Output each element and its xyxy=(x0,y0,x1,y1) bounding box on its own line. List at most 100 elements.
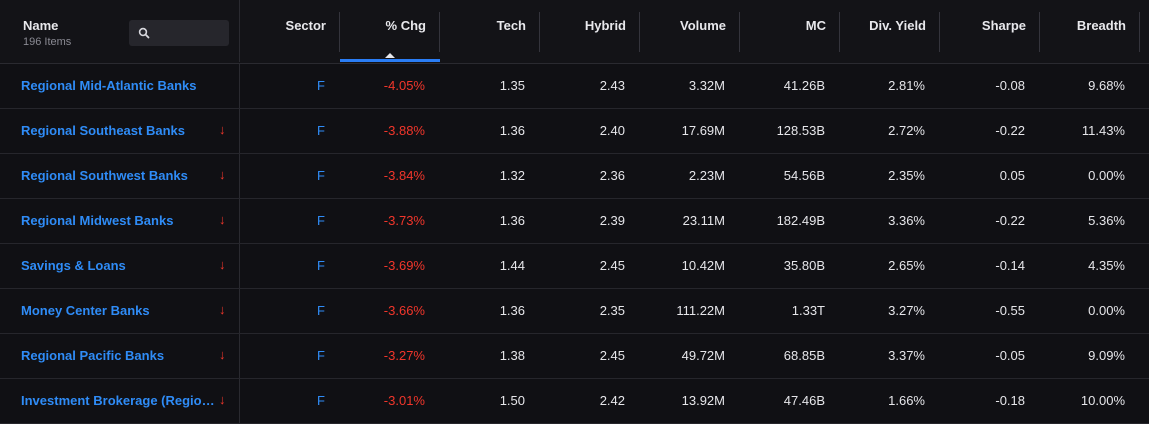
cell-sector[interactable]: F xyxy=(317,123,325,138)
table-row[interactable]: Regional Southeast Banks ↓ F -3.88% 1.36 2.40… xyxy=(0,109,1149,154)
name-cell: Regional Mid-Atlantic Banks xyxy=(0,64,240,108)
column-divider[interactable] xyxy=(539,12,540,52)
table-row[interactable]: Money Center Banks ↓ F -3.66% 1.36 2.35 111.22… xyxy=(0,289,1149,334)
cell-div-yield: 1.66% xyxy=(888,393,925,408)
cell-breadth: 9.09% xyxy=(1088,348,1125,363)
cell-breadth: 0.00% xyxy=(1088,168,1125,183)
column-header-hybrid[interactable]: Hybrid xyxy=(540,0,640,62)
down-arrow-icon: ↓ xyxy=(219,167,226,182)
column-header-label: % Chg xyxy=(385,18,426,33)
column-divider[interactable] xyxy=(1039,12,1040,52)
cell-tech: 1.38 xyxy=(499,348,525,363)
search-input[interactable] xyxy=(155,20,229,48)
column-divider[interactable] xyxy=(839,12,840,52)
search-icon xyxy=(138,27,150,39)
cell-mc: 41.26B xyxy=(783,78,825,93)
column-divider[interactable] xyxy=(339,12,340,52)
cell-sector[interactable]: F xyxy=(317,78,325,93)
cell-sharpe: 0.05 xyxy=(999,168,1025,183)
cell-breadth: 4.35% xyxy=(1088,258,1125,273)
cell-div-yield: 2.35% xyxy=(888,168,925,183)
cell-tech: 1.32 xyxy=(499,168,525,183)
cell-breadth: 10.00% xyxy=(1080,393,1125,408)
column-header-sector[interactable]: Sector xyxy=(240,0,340,62)
cell-breadth: 9.68% xyxy=(1088,78,1125,93)
cell-volume: 2.23M xyxy=(688,168,725,183)
cell-tech: 1.36 xyxy=(499,303,525,318)
name-cell: Investment Brokerage (Regional) ↓ xyxy=(0,379,240,423)
column-header-tech[interactable]: Tech xyxy=(440,0,540,62)
column-header-label: Volume xyxy=(680,18,726,33)
column-header-volume[interactable]: Volume xyxy=(640,0,740,62)
cell-sharpe: -0.55 xyxy=(995,303,1025,318)
column-header-pct-chg[interactable]: % Chg xyxy=(340,0,440,62)
column-divider[interactable] xyxy=(439,12,440,52)
cell-tech: 1.36 xyxy=(499,123,525,138)
table-row[interactable]: Savings & Loans ↓ F -3.69% 1.44 2.45 10.42M 35.… xyxy=(0,244,1149,289)
industry-name-link[interactable]: Investment Brokerage (Regional) xyxy=(21,393,217,408)
cell-volume: 111.22M xyxy=(676,303,725,318)
table-row[interactable]: Regional Southwest Banks ↓ F -3.84% 1.32 2.36… xyxy=(0,154,1149,199)
cell-breadth: 11.43% xyxy=(1081,123,1125,138)
cell-hybrid: 2.43 xyxy=(599,78,625,93)
cell-hybrid: 2.45 xyxy=(599,348,625,363)
down-arrow-icon: ↓ xyxy=(219,347,226,362)
search-box[interactable] xyxy=(129,20,229,48)
cell-hybrid: 2.35 xyxy=(599,303,625,318)
industry-name-link[interactable]: Savings & Loans xyxy=(21,258,126,273)
cell-tech: 1.36 xyxy=(499,213,525,228)
column-divider[interactable] xyxy=(639,12,640,52)
name-cell: Savings & Loans ↓ xyxy=(0,244,240,288)
table-row[interactable]: Regional Pacific Banks ↓ F -3.27% 1.38 2.45 49… xyxy=(0,334,1149,379)
column-header-label: Div. Yield xyxy=(869,18,926,33)
cell-volume: 49.72M xyxy=(681,348,725,363)
cell-sector[interactable]: F xyxy=(317,348,325,363)
cell-div-yield: 2.81% xyxy=(888,78,925,93)
cell-hybrid: 2.39 xyxy=(599,213,625,228)
industry-name-link[interactable]: Regional Pacific Banks xyxy=(21,348,165,363)
column-divider[interactable] xyxy=(939,12,940,52)
cell-hybrid: 2.45 xyxy=(599,258,625,273)
cell-div-yield: 3.36% xyxy=(888,213,925,228)
column-header-label: Tech xyxy=(496,18,526,33)
cell-sector[interactable]: F xyxy=(317,393,325,408)
cell-sharpe: -0.18 xyxy=(995,393,1025,408)
cell-pct-chg: -3.84% xyxy=(383,168,425,183)
items-count: 196 Items xyxy=(23,36,72,48)
column-header-div-yield[interactable]: Div. Yield xyxy=(840,0,940,62)
column-header-breadth[interactable]: Breadth xyxy=(1040,0,1140,62)
cell-volume: 3.32M xyxy=(688,78,725,93)
cell-pct-chg: -3.66% xyxy=(383,303,425,318)
cell-sharpe: -0.22 xyxy=(995,123,1025,138)
cell-tech: 1.44 xyxy=(499,258,525,273)
cell-volume: 17.69M xyxy=(681,123,725,138)
industry-name-link[interactable]: Regional Midwest Banks xyxy=(21,213,174,228)
down-arrow-icon: ↓ xyxy=(219,212,226,227)
cell-sector[interactable]: F xyxy=(317,303,325,318)
name-cell: Money Center Banks ↓ xyxy=(0,289,240,333)
column-divider[interactable] xyxy=(739,12,740,52)
cell-hybrid: 2.36 xyxy=(599,168,625,183)
down-arrow-icon: ↓ xyxy=(219,302,226,317)
column-header-sharpe[interactable]: Sharpe xyxy=(940,0,1040,62)
table-row[interactable]: Investment Brokerage (Regional) ↓ F -3.01% 1… xyxy=(0,379,1149,424)
industry-name-link[interactable]: Money Center Banks xyxy=(21,303,150,318)
industry-name-link[interactable]: Regional Southeast Banks xyxy=(21,123,185,138)
cell-sector[interactable]: F xyxy=(317,213,325,228)
industry-name-link[interactable]: Regional Mid-Atlantic Banks xyxy=(21,78,197,93)
cell-sector[interactable]: F xyxy=(317,258,325,273)
table-row[interactable]: Regional Mid-Atlantic Banks F -4.05% 1.35 2.… xyxy=(0,64,1149,109)
table-row[interactable]: Regional Midwest Banks ↓ F -3.73% 1.36 2.39 23… xyxy=(0,199,1149,244)
cell-sharpe: -0.22 xyxy=(995,213,1025,228)
column-divider[interactable] xyxy=(1139,12,1140,52)
cell-sector[interactable]: F xyxy=(317,168,325,183)
industry-name-link[interactable]: Regional Southwest Banks xyxy=(21,168,188,183)
down-arrow-icon: ↓ xyxy=(219,392,226,407)
name-cell: Regional Southeast Banks ↓ xyxy=(0,109,240,153)
column-header-mc[interactable]: MC xyxy=(740,0,840,62)
column-header-label: Sector xyxy=(285,18,326,33)
table-header: Name 196 Items Sector % Chg Tech Hybrid Volu… xyxy=(0,0,1149,64)
name-column-header[interactable]: Name 196 Items xyxy=(0,0,240,62)
cell-tech: 1.50 xyxy=(499,393,525,408)
